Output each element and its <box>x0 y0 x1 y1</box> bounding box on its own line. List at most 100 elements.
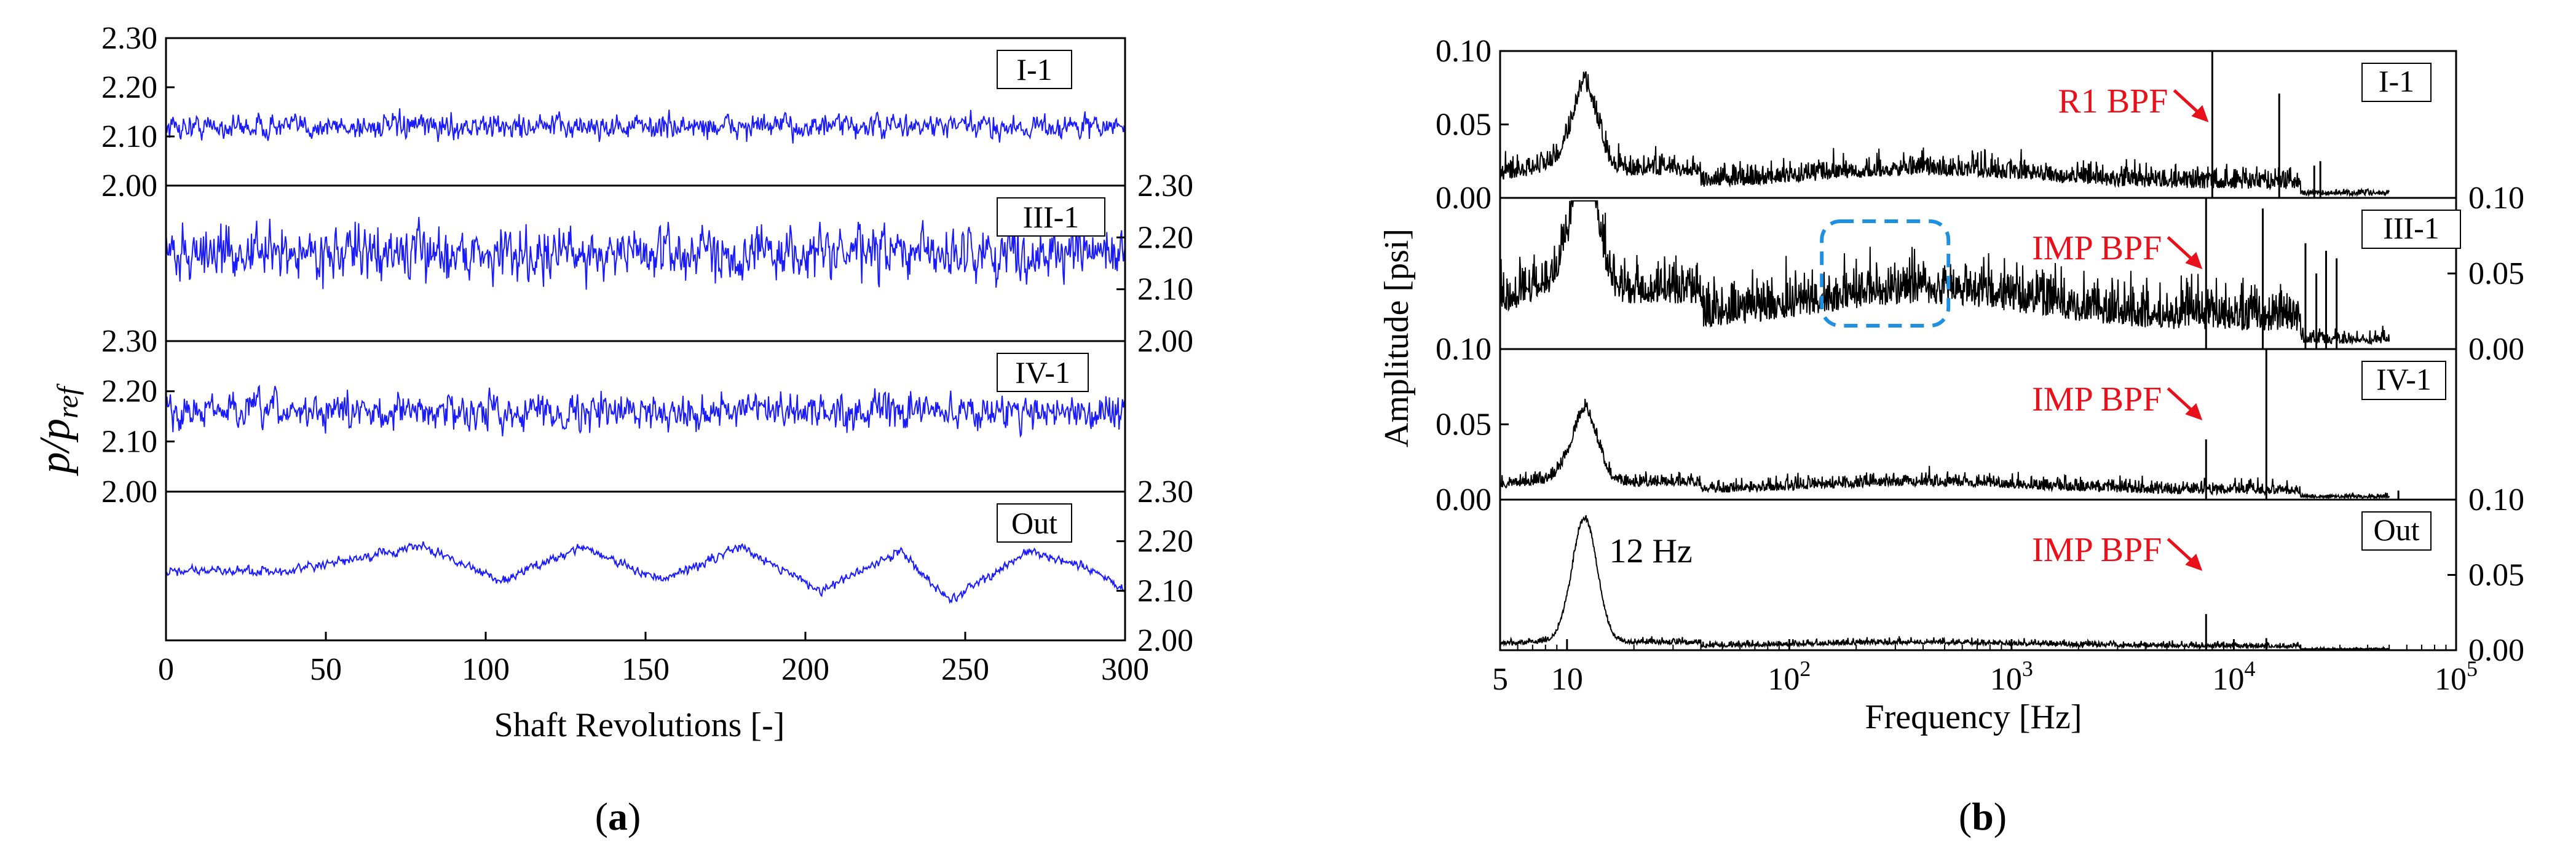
xtick-b-base: 5 <box>1492 662 1508 697</box>
ytick-b-label: 0.10 <box>2468 482 2524 517</box>
ytick-b-label: 0.10 <box>1436 34 1491 69</box>
tag-a-III-1: III-1 <box>1023 200 1080 234</box>
xtick-a-label: 50 <box>310 652 342 687</box>
xtick-a-label: 150 <box>622 652 670 687</box>
ytick-b-label: 0.10 <box>1436 332 1491 367</box>
bpf-arrow-head <box>2191 105 2209 122</box>
series-a-I-1 <box>165 108 1126 144</box>
ytick-a-label: 2.20 <box>101 70 157 105</box>
xlabel-b: Frequency [Hz] <box>1865 698 2082 736</box>
ytick-a-label: 2.20 <box>1137 220 1193 255</box>
series-b-IV-1 <box>1499 398 2390 500</box>
tag-a-box <box>997 353 1089 392</box>
tag-b-box <box>2361 361 2446 400</box>
ytick-b-label: 0.05 <box>1436 108 1491 143</box>
ytick-b-label: 0.05 <box>2468 558 2524 593</box>
panel-a-Out <box>165 490 1126 642</box>
panel-b-III-1 <box>1499 197 2457 350</box>
xtick-b-exp: 3 <box>2022 656 2033 681</box>
bpf-label: IMP BPF <box>2032 229 2162 267</box>
panel-a-I-1 <box>165 37 1126 187</box>
highlight-region <box>1820 219 1951 328</box>
tag-b-III-1: III-1 <box>2383 211 2440 245</box>
caption-a-open: ( <box>595 795 608 838</box>
ytick-a-label: 2.10 <box>101 119 157 154</box>
xtick-a-label: 300 <box>1101 652 1149 687</box>
series-b-III-1 <box>1499 200 2390 345</box>
xtick-b-exp: 2 <box>1800 656 1811 681</box>
tag-b-IV-1: IV-1 <box>2376 362 2432 396</box>
xtick-a-label: 100 <box>462 652 510 687</box>
ylabel-a-ref: ref <box>52 383 84 419</box>
ytick-a-label: 2.00 <box>101 168 157 203</box>
ytick-b-label: 0.00 <box>2468 332 2524 367</box>
ytick-a-label: 2.30 <box>101 21 157 56</box>
xtick-b-label: 5 <box>1492 662 1508 697</box>
bpf-label: IMP BPF <box>2032 380 2162 419</box>
panel-b-Out <box>1499 498 2457 651</box>
ytick-b-label: 0.00 <box>1436 482 1491 517</box>
bpf-label: IMP BPF <box>2032 531 2162 569</box>
xtick-b-label: 104 <box>2212 656 2255 697</box>
caption-b-letter: b <box>1972 795 1994 838</box>
tag-b-box <box>2361 511 2432 551</box>
ytick-a-label: 2.20 <box>1137 524 1193 559</box>
tag-b-box <box>2361 210 2461 249</box>
time-trace-chart: 2.30 2.20 2.10 2.00 2.30 2.20 2.10 2.00 2.30 2.20… <box>31 21 1193 838</box>
xtick-b-label: 105 <box>2435 656 2478 697</box>
xtick-b-base: 10 <box>1990 662 2022 697</box>
bpf-arrow-head <box>2185 252 2203 269</box>
ytick-b-label: 0.05 <box>1436 407 1491 442</box>
xtick-a-label: 200 <box>781 652 829 687</box>
xtick-b-label: 103 <box>1990 656 2033 697</box>
tag-a-box <box>997 197 1105 237</box>
tag-b-box <box>2361 63 2432 102</box>
tag-a-Out: Out <box>1011 506 1057 540</box>
series-b-Out <box>1499 515 2390 651</box>
series-a-III-1 <box>165 217 1126 290</box>
caption-b-open: ( <box>1959 795 1972 838</box>
ytick-a-label: 2.00 <box>1137 324 1193 359</box>
tag-a-box <box>997 503 1072 543</box>
ylabel-b: Amplitude [psi] <box>1378 229 1416 447</box>
ytick-b-label: 0.00 <box>2468 633 2524 668</box>
ytick-a-label: 2.20 <box>101 374 157 409</box>
ytick-a-label: 2.10 <box>1137 573 1193 608</box>
ytick-b-label: 0.00 <box>1436 181 1491 216</box>
series-b-I-1 <box>1499 71 2390 198</box>
ytick-a-label: 2.10 <box>101 424 157 459</box>
ytick-b-label: 0.05 <box>2468 256 2524 291</box>
series-a-IV-1 <box>165 384 1126 438</box>
ytick-a-label: 2.30 <box>101 324 157 359</box>
ytick-b-label: 0.10 <box>2468 181 2524 216</box>
xtick-b-base: 10 <box>2212 662 2244 697</box>
ylabel-a-pref: p <box>31 419 79 443</box>
xtick-b-exp: 4 <box>2244 656 2255 681</box>
caption-a-close: ) <box>628 795 641 838</box>
peak-12hz-label: 12 Hz <box>1609 532 1692 570</box>
xtick-b-base: 10 <box>2435 662 2467 697</box>
xtick-b-label: 102 <box>1768 656 1811 697</box>
tag-b-I-1: I-1 <box>2379 64 2414 98</box>
ylabel-a-p: p <box>31 452 79 477</box>
ytick-a-label: 2.10 <box>1137 272 1193 307</box>
ytick-a-label: 2.00 <box>101 474 157 509</box>
tag-a-IV-1: IV-1 <box>1015 355 1070 390</box>
tag-a-box <box>997 50 1072 89</box>
xtick-b-base: 10 <box>1768 662 1800 697</box>
xtick-b-label: 10 <box>1551 662 1583 697</box>
ytick-a-label: 2.30 <box>1137 474 1193 509</box>
series-a-Out <box>165 541 1126 604</box>
xtick-b-base: 10 <box>1551 662 1583 697</box>
tag-a-I-1: I-1 <box>1016 52 1052 87</box>
caption-b: (b) <box>1959 795 2007 838</box>
xtick-a-label: 0 <box>158 652 174 687</box>
tag-b-Out: Out <box>2374 513 2420 547</box>
caption-a: (a) <box>595 795 641 838</box>
xtick-b-exp: 5 <box>2467 656 2478 681</box>
xtick-a-label: 250 <box>941 652 989 687</box>
caption-a-letter: a <box>608 795 628 838</box>
bpf-label: R1 BPF <box>2058 82 2168 120</box>
ylabel-a: p/pref <box>31 383 84 477</box>
